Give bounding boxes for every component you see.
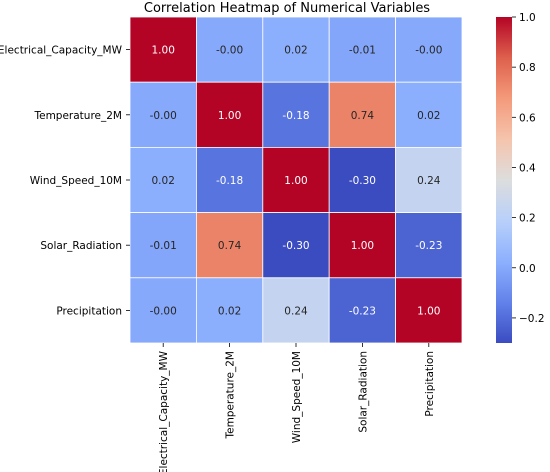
heatmap-cell [328,16,397,83]
heatmap-cell [262,81,330,148]
heatmap-cell [395,277,463,344]
cell-value-label: -0.00 [150,305,177,317]
colorbar-tick-label: 0.0 [519,263,536,275]
heatmap-cell [262,16,330,83]
heatmap-cell [395,81,463,148]
colorbar-tick-label: 0.6 [519,112,536,124]
heatmap-cell [328,212,397,279]
heatmap-cell [395,146,463,213]
row-labels: Electrical_Capacity_MW Temperature_2M Wind… [0,45,130,317]
colorbar-tick-label: −0.2 [519,313,545,325]
cell-value-label: -0.01 [150,240,177,252]
column-labels: Electrical_Capacity_MW Temperature_2M Wind… [158,343,436,472]
cell-value-label: 1.00 [284,175,307,187]
cell-value-label: 1.00 [218,110,241,122]
cell-value-label: 0.02 [284,45,307,57]
column-label: Wind_Speed_10M [291,351,303,443]
cell-value-label: 1.00 [152,45,175,57]
cell-value-label: 0.24 [284,305,308,317]
column-label: Temperature_2M [225,351,237,440]
cell-value-label: -0.18 [282,110,309,122]
heatmap-cell [262,146,330,213]
column-label: Precipitation [424,351,436,417]
cell-value-label: 0.74 [218,240,242,252]
colorbar-tick-label: 0.4 [519,162,536,174]
cell-value-label: -0.00 [216,45,243,57]
row-label: Electrical_Capacity_MW [0,45,123,57]
cell-value-label: -0.01 [349,45,376,57]
column-label: Electrical_Capacity_MW [158,350,170,472]
cell-value-label: -0.18 [216,175,243,187]
cell-value-label: 0.02 [218,305,241,317]
column-label: Solar_Radiation [357,351,369,433]
chart-title: Correlation Heatmap of Numerical Variabl… [144,1,430,16]
heatmap-cell [328,146,397,213]
heatmap-cell [195,212,264,279]
row-label: Wind_Speed_10M [30,175,122,187]
heatmap-cell [195,16,264,83]
cell-value-label: -0.30 [349,175,376,187]
heatmap-cell [195,277,264,344]
colorbar-tick-label: 0.2 [519,213,536,225]
colorbar-tick-label: 1.0 [519,12,536,24]
cell-value-label: 0.02 [152,175,175,187]
cell-value-label: -0.23 [349,305,376,317]
colorbar-tick-label: 0.8 [519,62,536,74]
cell-value-label: 0.24 [417,175,441,187]
colorbar: −0.2 0.0 0.2 0.4 0.6 0.8 1.0 [496,12,545,343]
colorbar-gradient [496,17,512,343]
cell-value-label: 0.02 [417,110,440,122]
cell-value-label: -0.00 [150,110,177,122]
heatmap-cell [262,277,330,344]
heatmap-cells: 1.00 -0.00 0.02 -0.01 -0.00 -0.00 1.00 -0.18 0.7… [129,16,463,344]
heatmap-cell [395,16,463,83]
heatmap-cell [195,146,264,213]
row-label: Temperature_2M [33,110,122,122]
cell-value-label: -0.23 [415,240,442,252]
cell-value-label: -0.30 [282,240,309,252]
cell-value-label: 1.00 [351,240,374,252]
heatmap-cell [129,277,197,344]
row-label: Solar_Radiation [40,240,122,252]
cell-value-label: -0.00 [415,45,442,57]
heatmap-cell [129,81,197,148]
cell-value-label: 0.74 [351,110,375,122]
heatmap-cell [395,212,463,279]
row-label: Precipitation [56,305,122,317]
heatmap-cell [129,16,197,83]
heatmap-cell [262,212,330,279]
cell-value-label: 1.00 [417,305,440,317]
